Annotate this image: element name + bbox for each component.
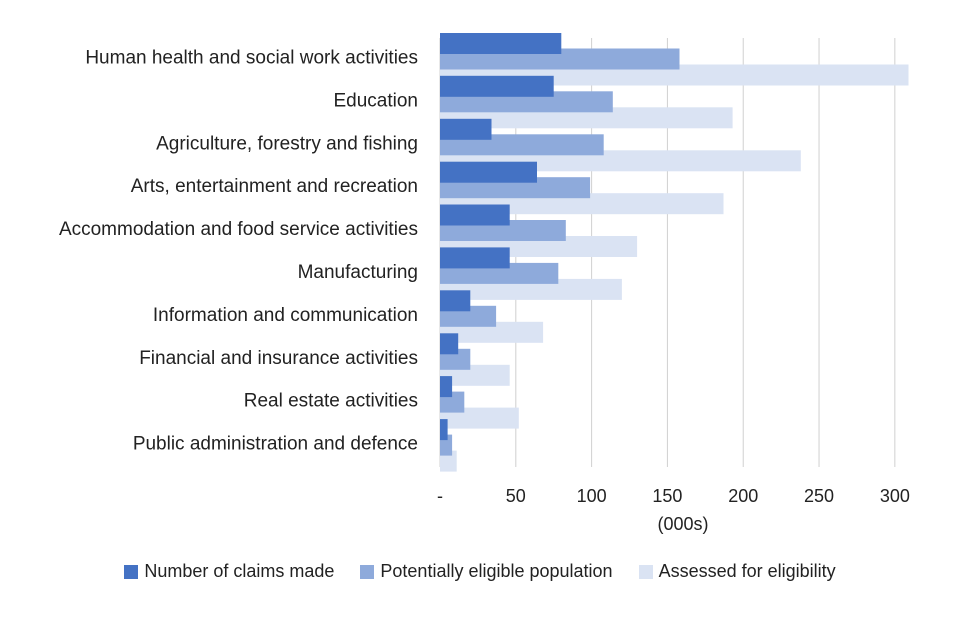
legend: Number of claims made Potentially eligibl… <box>0 561 960 582</box>
x-tick-labels: - 50 100 150 200 250 300 <box>437 486 910 506</box>
category-label: Real estate activities <box>244 391 418 412</box>
bar-3 <box>440 107 733 129</box>
bar-1 <box>440 376 453 398</box>
legend-swatch <box>360 564 375 579</box>
x-tick-label: 300 <box>880 486 910 506</box>
legend-item: Number of claims made <box>124 561 334 582</box>
bar-1 <box>440 118 492 140</box>
bar-1 <box>440 33 562 54</box>
x-tick-label: - <box>437 486 443 506</box>
category-label: Arts, entertainment and recreation <box>131 176 418 197</box>
x-tick-label: 250 <box>804 486 834 506</box>
bar-1 <box>440 247 510 269</box>
bar-1 <box>440 333 459 355</box>
legend-label: Assessed for eligibility <box>658 561 836 581</box>
legend-swatch <box>124 564 139 579</box>
bar-3 <box>440 193 724 215</box>
category-label: Public administration and defence <box>133 434 418 455</box>
legend-item: Potentially eligible population <box>360 561 613 582</box>
x-axis-title: (000s) <box>657 514 708 534</box>
bars <box>440 33 909 472</box>
category-label: Manufacturing <box>298 262 418 283</box>
category-label: Information and communication <box>153 305 418 326</box>
bar-1 <box>440 161 537 183</box>
bar-3 <box>440 364 510 386</box>
category-label: Education <box>333 90 418 111</box>
bar-3 <box>440 278 622 300</box>
category-label: Financial and insurance activities <box>139 348 418 369</box>
legend-swatch <box>638 564 653 579</box>
category-label: Agriculture, forestry and fishing <box>156 133 418 154</box>
bar-3 <box>440 407 519 429</box>
legend-item: Assessed for eligibility <box>638 561 836 582</box>
category-label: Human health and social work activities <box>85 48 418 69</box>
bar-1 <box>440 204 510 226</box>
category-label: Accommodation and food service activitie… <box>59 219 418 240</box>
x-tick-label: 50 <box>506 486 526 506</box>
legend-label: Number of claims made <box>144 561 335 581</box>
bar-1 <box>440 419 448 441</box>
bar-1 <box>440 290 471 312</box>
category-labels: Human health and social work activities E… <box>59 48 418 455</box>
bar-1 <box>440 75 554 97</box>
x-tick-label: 200 <box>728 486 758 506</box>
bar-3 <box>440 321 544 343</box>
legend-label: Potentially eligible population <box>380 561 613 581</box>
bar-3 <box>440 450 457 472</box>
x-tick-label: 100 <box>577 486 607 506</box>
bar-3 <box>440 64 909 86</box>
x-tick-label: 150 <box>652 486 682 506</box>
